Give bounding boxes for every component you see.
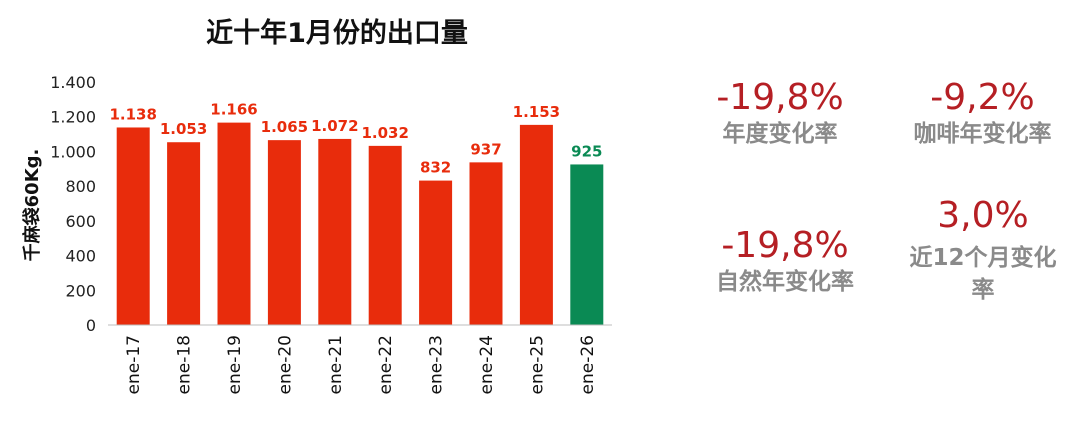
y-tick-label: 200 [65, 281, 96, 300]
data-label: 937 [470, 140, 501, 158]
data-label: 1.053 [160, 120, 207, 138]
y-tick-label: 1.200 [50, 108, 96, 127]
y-tick-label: 400 [65, 247, 96, 266]
coffee-year-change-stat: -9,2% 咖啡年变化率 [890, 78, 1075, 150]
y-tick-label: 1.400 [50, 73, 96, 92]
last12-change-value: 3,0% [937, 195, 1029, 236]
x-tick-label: ene-20 [275, 335, 295, 394]
x-tick-label: ene-24 [477, 335, 497, 394]
data-label: 1.138 [109, 105, 156, 123]
data-label: 1.032 [361, 124, 408, 142]
export-volume-chart: 近十年1月份的出口量 千麻袋60Kg. 0 200 400 600 800 1.000 1.… [21, 17, 612, 394]
y-axis-ticks: 0 200 400 600 800 1.000 1.200 1.400 [50, 73, 96, 335]
data-label: 1.166 [210, 101, 257, 119]
x-tick-label: ene-18 [175, 335, 195, 394]
last12-change-stat: 3,0% 近12个月变化 率 [888, 196, 1078, 306]
y-tick-label: 600 [65, 212, 96, 231]
bar [267, 140, 301, 325]
data-label: 1.065 [261, 118, 308, 136]
natural-year-change-value: -19,8% [721, 225, 849, 266]
bars [116, 122, 604, 326]
coffee-year-change-label: 咖啡年变化率 [913, 121, 1052, 147]
x-tick-label: ene-26 [578, 335, 598, 394]
bar [368, 145, 402, 325]
x-tick-label: ene-23 [427, 335, 447, 394]
bar [318, 138, 352, 325]
bar [519, 124, 553, 325]
bar [167, 142, 201, 325]
last12-change-label-line2: 率 [971, 277, 995, 303]
data-label: 1.072 [311, 117, 358, 135]
natural-year-change-label: 自然年变化率 [716, 269, 854, 295]
x-tick-label: ene-22 [376, 335, 396, 394]
bar [116, 127, 150, 326]
x-tick-label: ene-25 [527, 335, 547, 394]
bar [419, 180, 453, 325]
bar [570, 164, 604, 325]
bar [217, 122, 251, 325]
coffee-year-change-value: -9,2% [930, 77, 1035, 118]
natural-year-change-stat: -19,8% 自然年变化率 [695, 226, 875, 298]
annual-change-stat: -19,8% 年度变化率 [690, 78, 870, 150]
x-axis-ticks: ene-17 ene-18 ene-19 ene-20 ene-21 ene-22 ene-… [124, 335, 598, 394]
annual-change-value: -19,8% [716, 77, 844, 118]
y-axis-label: 千麻袋60Kg. [21, 149, 43, 262]
data-label: 925 [571, 142, 602, 160]
x-tick-label: ene-21 [326, 335, 346, 394]
y-tick-label: 1.000 [50, 142, 96, 161]
x-tick-label: ene-19 [225, 335, 245, 394]
chart-title: 近十年1月份的出口量 [206, 17, 468, 49]
last12-change-label: 近12个月变化 率 [888, 242, 1078, 306]
x-tick-label: ene-17 [124, 335, 144, 394]
data-label: 832 [420, 159, 451, 177]
bar [469, 162, 503, 325]
annual-change-label: 年度变化率 [722, 121, 838, 147]
data-label: 1.153 [513, 103, 560, 121]
y-tick-label: 0 [86, 316, 96, 335]
last12-change-label-line1: 近12个月变化 [909, 245, 1057, 271]
y-tick-label: 800 [65, 177, 96, 196]
